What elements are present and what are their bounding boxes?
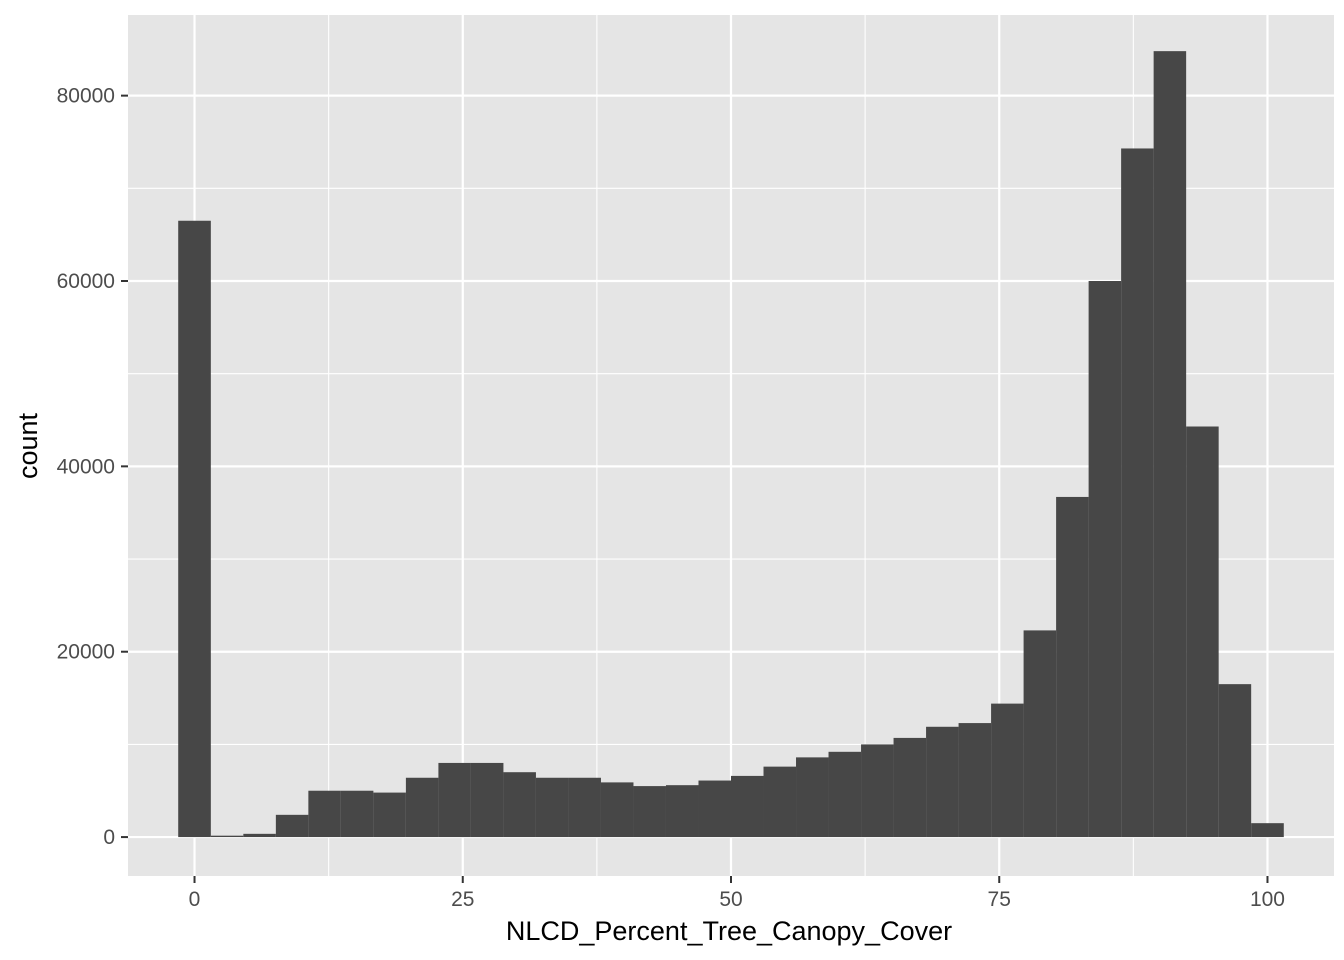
x-tick-label: 75 [988, 888, 1011, 911]
histogram-bar [1121, 148, 1154, 838]
histogram-bar [731, 775, 764, 838]
histogram-bar [1056, 496, 1089, 838]
histogram-bar [893, 737, 927, 838]
x-tick-label: 100 [1250, 888, 1285, 911]
histogram-bar [243, 833, 276, 838]
y-tick-label: 80000 [57, 85, 115, 108]
histogram-bar [275, 814, 309, 838]
histogram-bar [665, 785, 699, 838]
x-tick-label: 0 [189, 888, 201, 911]
x-tick-label: 50 [719, 888, 742, 911]
histogram-bar [1153, 51, 1187, 838]
histogram-bar [763, 766, 797, 838]
histogram-bar [308, 790, 341, 838]
histogram-bar [470, 762, 504, 838]
y-tick-label: 20000 [57, 641, 115, 664]
histogram-bar [1088, 280, 1122, 838]
histogram-bar [1251, 823, 1284, 838]
y-tick-label: 0 [103, 826, 115, 849]
histogram-bar [600, 782, 634, 838]
histogram-bar [405, 777, 439, 838]
x-axis: 0 25 50 75 100 [189, 876, 1285, 911]
histogram-bar [796, 757, 829, 838]
histogram-bar [438, 762, 471, 838]
histogram-bar [1186, 426, 1219, 838]
histogram-bar [633, 786, 666, 838]
histogram-bar [828, 751, 862, 838]
histogram-bar [698, 780, 731, 838]
histogram-bar [373, 792, 406, 838]
histogram-bar [210, 835, 244, 838]
histogram-bars [178, 51, 1284, 838]
y-axis-title: count [13, 412, 43, 479]
x-tick-label: 25 [451, 888, 474, 911]
histogram-bar [1218, 684, 1252, 838]
y-tick-label: 60000 [57, 270, 115, 293]
histogram-bar [568, 777, 601, 838]
histogram-bar [535, 777, 569, 838]
histogram-bar [861, 744, 894, 838]
x-axis-title: NLCD_Percent_Tree_Canopy_Cover [506, 916, 952, 946]
histogram-bar [926, 726, 959, 838]
histogram-bar [991, 703, 1024, 838]
histogram-bar [340, 790, 374, 838]
y-tick-label: 40000 [57, 455, 115, 478]
histogram-bar [1023, 630, 1057, 838]
histogram-bar [503, 772, 536, 838]
histogram-bar [958, 723, 992, 838]
histogram-bar [178, 220, 211, 838]
y-axis: 0 20000 40000 60000 80000 [57, 85, 128, 849]
